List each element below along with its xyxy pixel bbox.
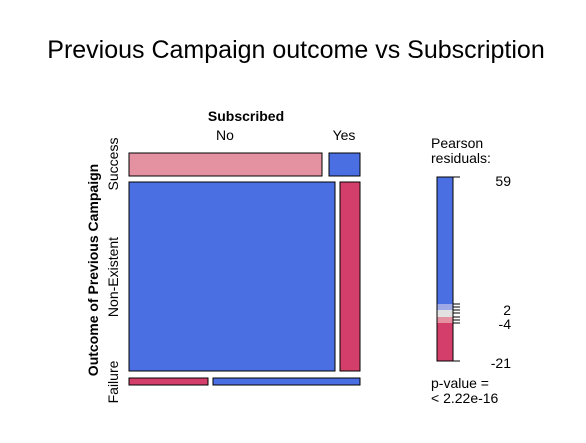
col-label-no: No [216, 127, 234, 143]
legend-band-positive-mid [437, 304, 453, 310]
residuals-legend: Pearson residuals: 59 2 -4 -21 p-value =… [431, 135, 511, 406]
legend-band-negative-mid [437, 317, 453, 323]
mosaic-tiles [128, 152, 361, 386]
legend-title-line1: Pearson [431, 135, 483, 151]
row-label-success: Success [105, 138, 121, 191]
legend-colorbar-frame [436, 176, 454, 362]
legend-band-negative-high [437, 323, 453, 361]
legend-ticks [453, 176, 460, 362]
legend-title-line2: residuals: [431, 150, 491, 166]
row-label-failure: Failure [105, 360, 121, 403]
pvalue-line1: p-value = [431, 375, 489, 391]
tile-success-no [128, 152, 323, 177]
tile-nonexistent-yes [339, 181, 361, 372]
legend-band-positive-high [437, 177, 453, 304]
tile-success-yes [328, 152, 361, 177]
pvalue-line2: < 2.22e-16 [431, 390, 499, 406]
legend-tick-label-minus21: -21 [491, 355, 511, 371]
legend-tick-label-2: 2 [503, 302, 511, 318]
legend-tick-label-minus4: -4 [499, 316, 512, 332]
tile-nonexistent-no [128, 181, 336, 372]
col-variable-label: Subscribed [208, 108, 284, 124]
row-label-non-existent: Non-Existent [105, 237, 121, 317]
row-variable-label: Outcome of Previous Campaign [85, 164, 101, 376]
legend-tick-label-59: 59 [495, 173, 511, 189]
tile-failure-no [128, 377, 209, 386]
tile-failure-yes [212, 377, 361, 386]
chart-title: Previous Campaign outcome vs Subscriptio… [47, 36, 544, 64]
col-label-yes: Yes [333, 127, 356, 143]
legend-band-neutral [437, 310, 453, 317]
